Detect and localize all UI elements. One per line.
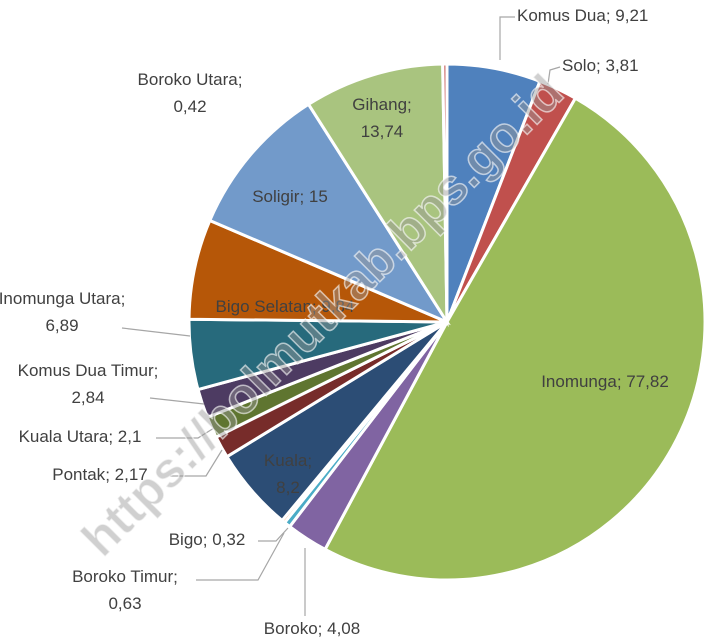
value-label: 3,81	[605, 56, 638, 75]
category-label: Boroko Utara	[138, 70, 239, 89]
pie-slice	[441, 62, 449, 323]
data-label: Inomunga; 77,82	[541, 372, 669, 391]
value-label: 13,74	[361, 122, 404, 141]
value-label: 8,2	[276, 478, 300, 497]
value-label: 9,21	[615, 6, 648, 25]
category-label: Kuala Utara	[19, 427, 109, 446]
category-label: Gihang	[352, 95, 407, 114]
category-label: Pontak	[52, 465, 105, 484]
data-label: Soligir; 15	[252, 187, 328, 206]
leader-line	[156, 427, 215, 439]
data-label: Boroko Utara; 0,42	[138, 70, 243, 116]
leader-line	[121, 327, 191, 337]
category-label: Boroko	[264, 619, 318, 638]
value-label: 9,84	[321, 297, 354, 316]
value-label: 0,63	[108, 594, 141, 613]
leader-line	[499, 16, 515, 60]
category-label: Soligir	[252, 187, 300, 206]
value-label: 0,42	[173, 97, 206, 116]
pie-slice	[306, 62, 449, 328]
leader-line	[149, 397, 205, 405]
data-label: Pontak; 2,17	[52, 465, 147, 484]
value-label: 2,84	[71, 388, 104, 407]
category-label: Bigo Selatan	[216, 297, 312, 316]
category-label: Solo	[562, 56, 596, 75]
category-label: Komus Dua	[517, 6, 606, 25]
category-label: Bigo	[169, 530, 203, 549]
value-label: 2,1	[118, 427, 142, 446]
data-label: Kuala Utara; 2,1	[19, 427, 142, 446]
category-label: Boroko Timur	[72, 567, 173, 586]
value-label: 15	[309, 187, 328, 206]
leader-line	[258, 527, 289, 542]
value-label: 77,82	[626, 372, 669, 391]
data-label: Boroko Timur; 0,63	[72, 567, 178, 613]
category-label: Kuala	[264, 451, 308, 470]
data-label: Gihang; 13,74	[352, 95, 412, 141]
pie-slice	[323, 96, 706, 582]
category-label: Inomunga Utara	[0, 289, 121, 308]
leader-line	[170, 449, 223, 477]
data-label: Komus Dua Timur; 2,84	[18, 361, 159, 407]
pie-slice	[207, 102, 451, 326]
category-label: Inomunga	[541, 372, 617, 391]
data-label: Solo; 3,81	[562, 56, 639, 75]
data-label: Komus Dua; 9,21	[517, 6, 648, 25]
category-label: Komus Dua Timur	[18, 361, 154, 380]
value-label: 0,32	[212, 530, 245, 549]
data-label: Bigo; 0,32	[169, 530, 246, 549]
value-label: 2,17	[115, 465, 148, 484]
value-label: 6,89	[45, 316, 78, 335]
data-label: Bigo Selatan; 9,84	[216, 297, 355, 316]
leader-line	[547, 66, 561, 85]
data-label: Boroko; 4,08	[264, 619, 360, 638]
leader-line	[196, 532, 285, 581]
data-label: Inomunga Utara; 6,89	[0, 289, 125, 335]
value-label: 4,08	[327, 619, 360, 638]
